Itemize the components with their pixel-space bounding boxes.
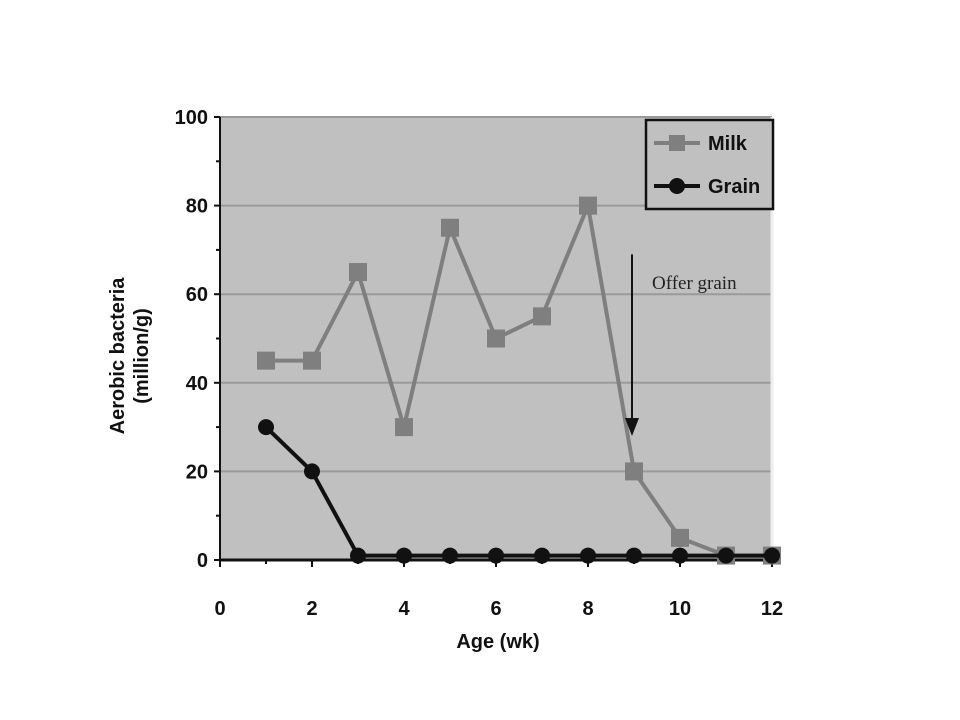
y-tick-label: 60 (186, 284, 208, 306)
legend-milk-label: Milk (708, 133, 748, 155)
axis-ticks: 0 20 40 60 80 100 0 2 4 6 8 10 12 (175, 107, 784, 620)
legend: Milk Grain (644, 118, 775, 211)
x-axis-title: Age (wk) (456, 631, 539, 653)
annotation: Offer grain (625, 254, 737, 436)
x-tick-label: 4 (398, 598, 410, 620)
x-tick-label: 10 (669, 598, 691, 620)
x-tick-label: 0 (214, 598, 225, 620)
annotation-text: Offer grain (652, 273, 737, 294)
data-point-grain (534, 547, 550, 564)
y-tick-label: 20 (186, 461, 208, 483)
series-grain (258, 419, 780, 564)
data-point-milk (625, 462, 643, 481)
legend-grain-label: Grain (708, 176, 760, 198)
data-point-grain (488, 547, 504, 564)
data-point-milk (441, 218, 459, 237)
legend-item-grain: Grain (654, 176, 760, 198)
data-point-grain (672, 547, 688, 564)
data-point-grain (718, 547, 734, 564)
data-point-milk (303, 351, 321, 370)
data-point-milk (487, 329, 505, 348)
data-point-milk (671, 528, 689, 547)
data-point-grain (442, 547, 458, 564)
data-point-grain (626, 547, 642, 564)
data-point-grain (350, 547, 366, 564)
x-tick-label: 2 (306, 598, 317, 620)
x-tick-label: 8 (582, 598, 593, 620)
data-point-milk (533, 307, 551, 326)
x-tick-label: 6 (490, 598, 501, 620)
legend-milk-marker (669, 135, 685, 151)
y-tick-label: 80 (186, 196, 208, 218)
y-axis-title: Aerobic bacteria (million/g) (107, 277, 153, 435)
data-point-milk (395, 418, 413, 437)
x-tick-label: 12 (761, 598, 783, 620)
data-point-grain (396, 547, 412, 564)
data-point-grain (580, 547, 596, 564)
annotation-arrowhead (625, 417, 639, 436)
legend-box (644, 118, 775, 211)
data-point-milk (257, 351, 275, 370)
data-point-grain (764, 547, 780, 564)
y-tick-label: 0 (197, 550, 208, 572)
data-point-milk (579, 196, 597, 215)
data-point-milk (349, 263, 367, 282)
y-axis-title-line-2: (million/g) (131, 308, 153, 404)
data-point-grain (258, 419, 274, 436)
legend-item-milk: Milk (654, 133, 748, 155)
data-point-grain (304, 463, 320, 480)
y-tick-label: 40 (186, 373, 208, 395)
legend-grain-marker (669, 178, 685, 194)
y-axis-title-line-1: Aerobic bacteria (107, 277, 129, 435)
series-layer (257, 196, 781, 565)
y-tick-label: 100 (175, 107, 208, 129)
